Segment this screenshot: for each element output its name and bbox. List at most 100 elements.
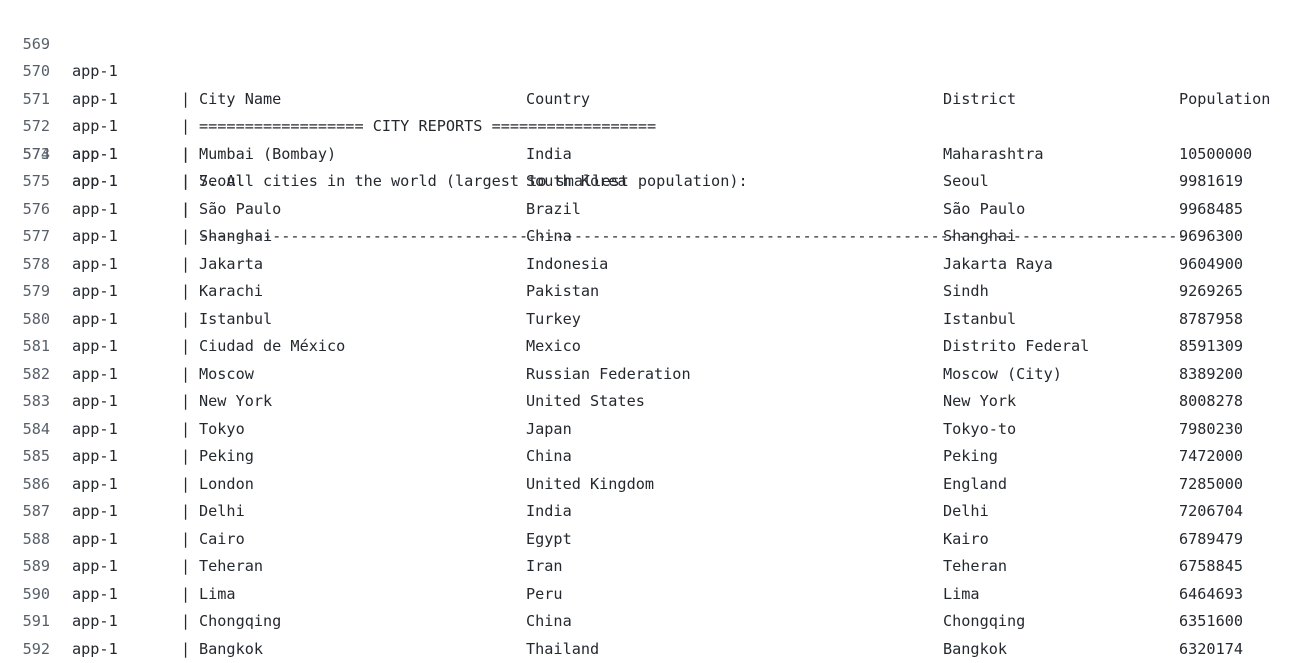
line-number[interactable]: 574 (0, 141, 50, 169)
district-cell: England (943, 471, 1007, 499)
service-name: app-1 (72, 223, 118, 251)
district-cell: Maharashtra (943, 141, 1044, 169)
city-name-cell: Delhi (199, 498, 245, 526)
line-number[interactable]: 589 (0, 553, 50, 581)
country-cell: India (526, 141, 572, 169)
country-cell: Indonesia (526, 251, 608, 279)
line-number[interactable]: 584 (0, 416, 50, 444)
country-cell: United Kingdom (526, 471, 654, 499)
line-number[interactable]: 582 (0, 361, 50, 389)
line-number[interactable]: 591 (0, 608, 50, 636)
table-row: 581 app-1 | Ciudad de México Mexico Distrito … (0, 333, 1290, 361)
district-cell: Istanbul (943, 306, 1016, 334)
country-cell: China (526, 443, 572, 471)
population-cell: 6758845 (1179, 553, 1243, 581)
city-name-cell: Teheran (199, 553, 263, 581)
population-cell: 6351600 (1179, 608, 1243, 636)
line-number[interactable]: 586 (0, 471, 50, 499)
line-number[interactable]: 578 (0, 251, 50, 279)
country-cell: Turkey (526, 306, 581, 334)
district-cell: Moscow (City) (943, 361, 1062, 389)
service-name: app-1 (72, 333, 118, 361)
service-name: app-1 (72, 526, 118, 554)
country-cell: Iran (526, 553, 563, 581)
log-line: 569 app-1 | ================== CITY REPO… (0, 3, 1290, 31)
service-name: app-1 (72, 196, 118, 224)
log-separator: | (181, 223, 190, 251)
service-name: app-1 (72, 416, 118, 444)
district-cell: Peking (943, 443, 998, 471)
district-cell: Delhi (943, 498, 989, 526)
country-cell: China (526, 608, 572, 636)
country-cell: Mexico (526, 333, 581, 361)
city-name-cell: Seoul (199, 168, 245, 196)
line-number[interactable]: 579 (0, 278, 50, 306)
district-cell: Sindh (943, 278, 989, 306)
log-separator: | (181, 526, 190, 554)
line-number[interactable]: 576 (0, 196, 50, 224)
district-cell: Kairo (943, 526, 989, 554)
line-number[interactable]: 590 (0, 581, 50, 609)
service-name: app-1 (72, 251, 118, 279)
country-cell: South Korea (526, 168, 627, 196)
city-name-cell: Peking (199, 443, 254, 471)
city-name-cell: Bangkok (199, 636, 263, 663)
line-number[interactable]: 581 (0, 333, 50, 361)
column-header-city-name: City Name (199, 86, 281, 114)
log-separator: | (181, 443, 190, 471)
city-name-cell: New York (199, 388, 272, 416)
country-cell: China (526, 223, 572, 251)
district-cell: Lima (943, 581, 980, 609)
population-cell: 10500000 (1179, 141, 1252, 169)
line-number[interactable]: 588 (0, 526, 50, 554)
service-name: app-1 (72, 141, 118, 169)
line-number[interactable]: 587 (0, 498, 50, 526)
log-separator: | (181, 498, 190, 526)
country-cell: India (526, 498, 572, 526)
line-number[interactable]: 575 (0, 168, 50, 196)
service-name: app-1 (72, 278, 118, 306)
line-number[interactable]: 583 (0, 388, 50, 416)
column-header-district: District (943, 86, 1016, 114)
population-cell: 9696300 (1179, 223, 1243, 251)
district-cell: Shanghai (943, 223, 1016, 251)
line-number[interactable]: 592 (0, 636, 50, 663)
city-name-cell: Ciudad de México (199, 333, 345, 361)
line-number[interactable]: 585 (0, 443, 50, 471)
district-cell: Teheran (943, 553, 1007, 581)
country-cell: United States (526, 388, 645, 416)
log-line: 570 app-1 | (0, 31, 1290, 59)
service-name: app-1 (72, 581, 118, 609)
service-name: app-1 (72, 443, 118, 471)
country-cell: Pakistan (526, 278, 599, 306)
column-header-country: Country (526, 86, 590, 114)
city-name-cell: Istanbul (199, 306, 272, 334)
service-name: app-1 (72, 608, 118, 636)
population-cell: 9604900 (1179, 251, 1243, 279)
log-separator: | (181, 388, 190, 416)
population-cell: 8591309 (1179, 333, 1243, 361)
district-cell: São Paulo (943, 196, 1025, 224)
table-row: 585 app-1 | Peking China Peking 7472000 (0, 443, 1290, 471)
country-cell: Japan (526, 416, 572, 444)
line-number[interactable]: 577 (0, 223, 50, 251)
population-cell: 9968485 (1179, 196, 1243, 224)
city-name-cell: Lima (199, 581, 236, 609)
district-cell: Distrito Federal (943, 333, 1089, 361)
log-separator: | (181, 168, 190, 196)
service-name: app-1 (72, 471, 118, 499)
log-separator: | (181, 361, 190, 389)
city-name-cell: London (199, 471, 254, 499)
log-separator: | (181, 333, 190, 361)
population-cell: 7472000 (1179, 443, 1243, 471)
line-number[interactable]: 580 (0, 306, 50, 334)
